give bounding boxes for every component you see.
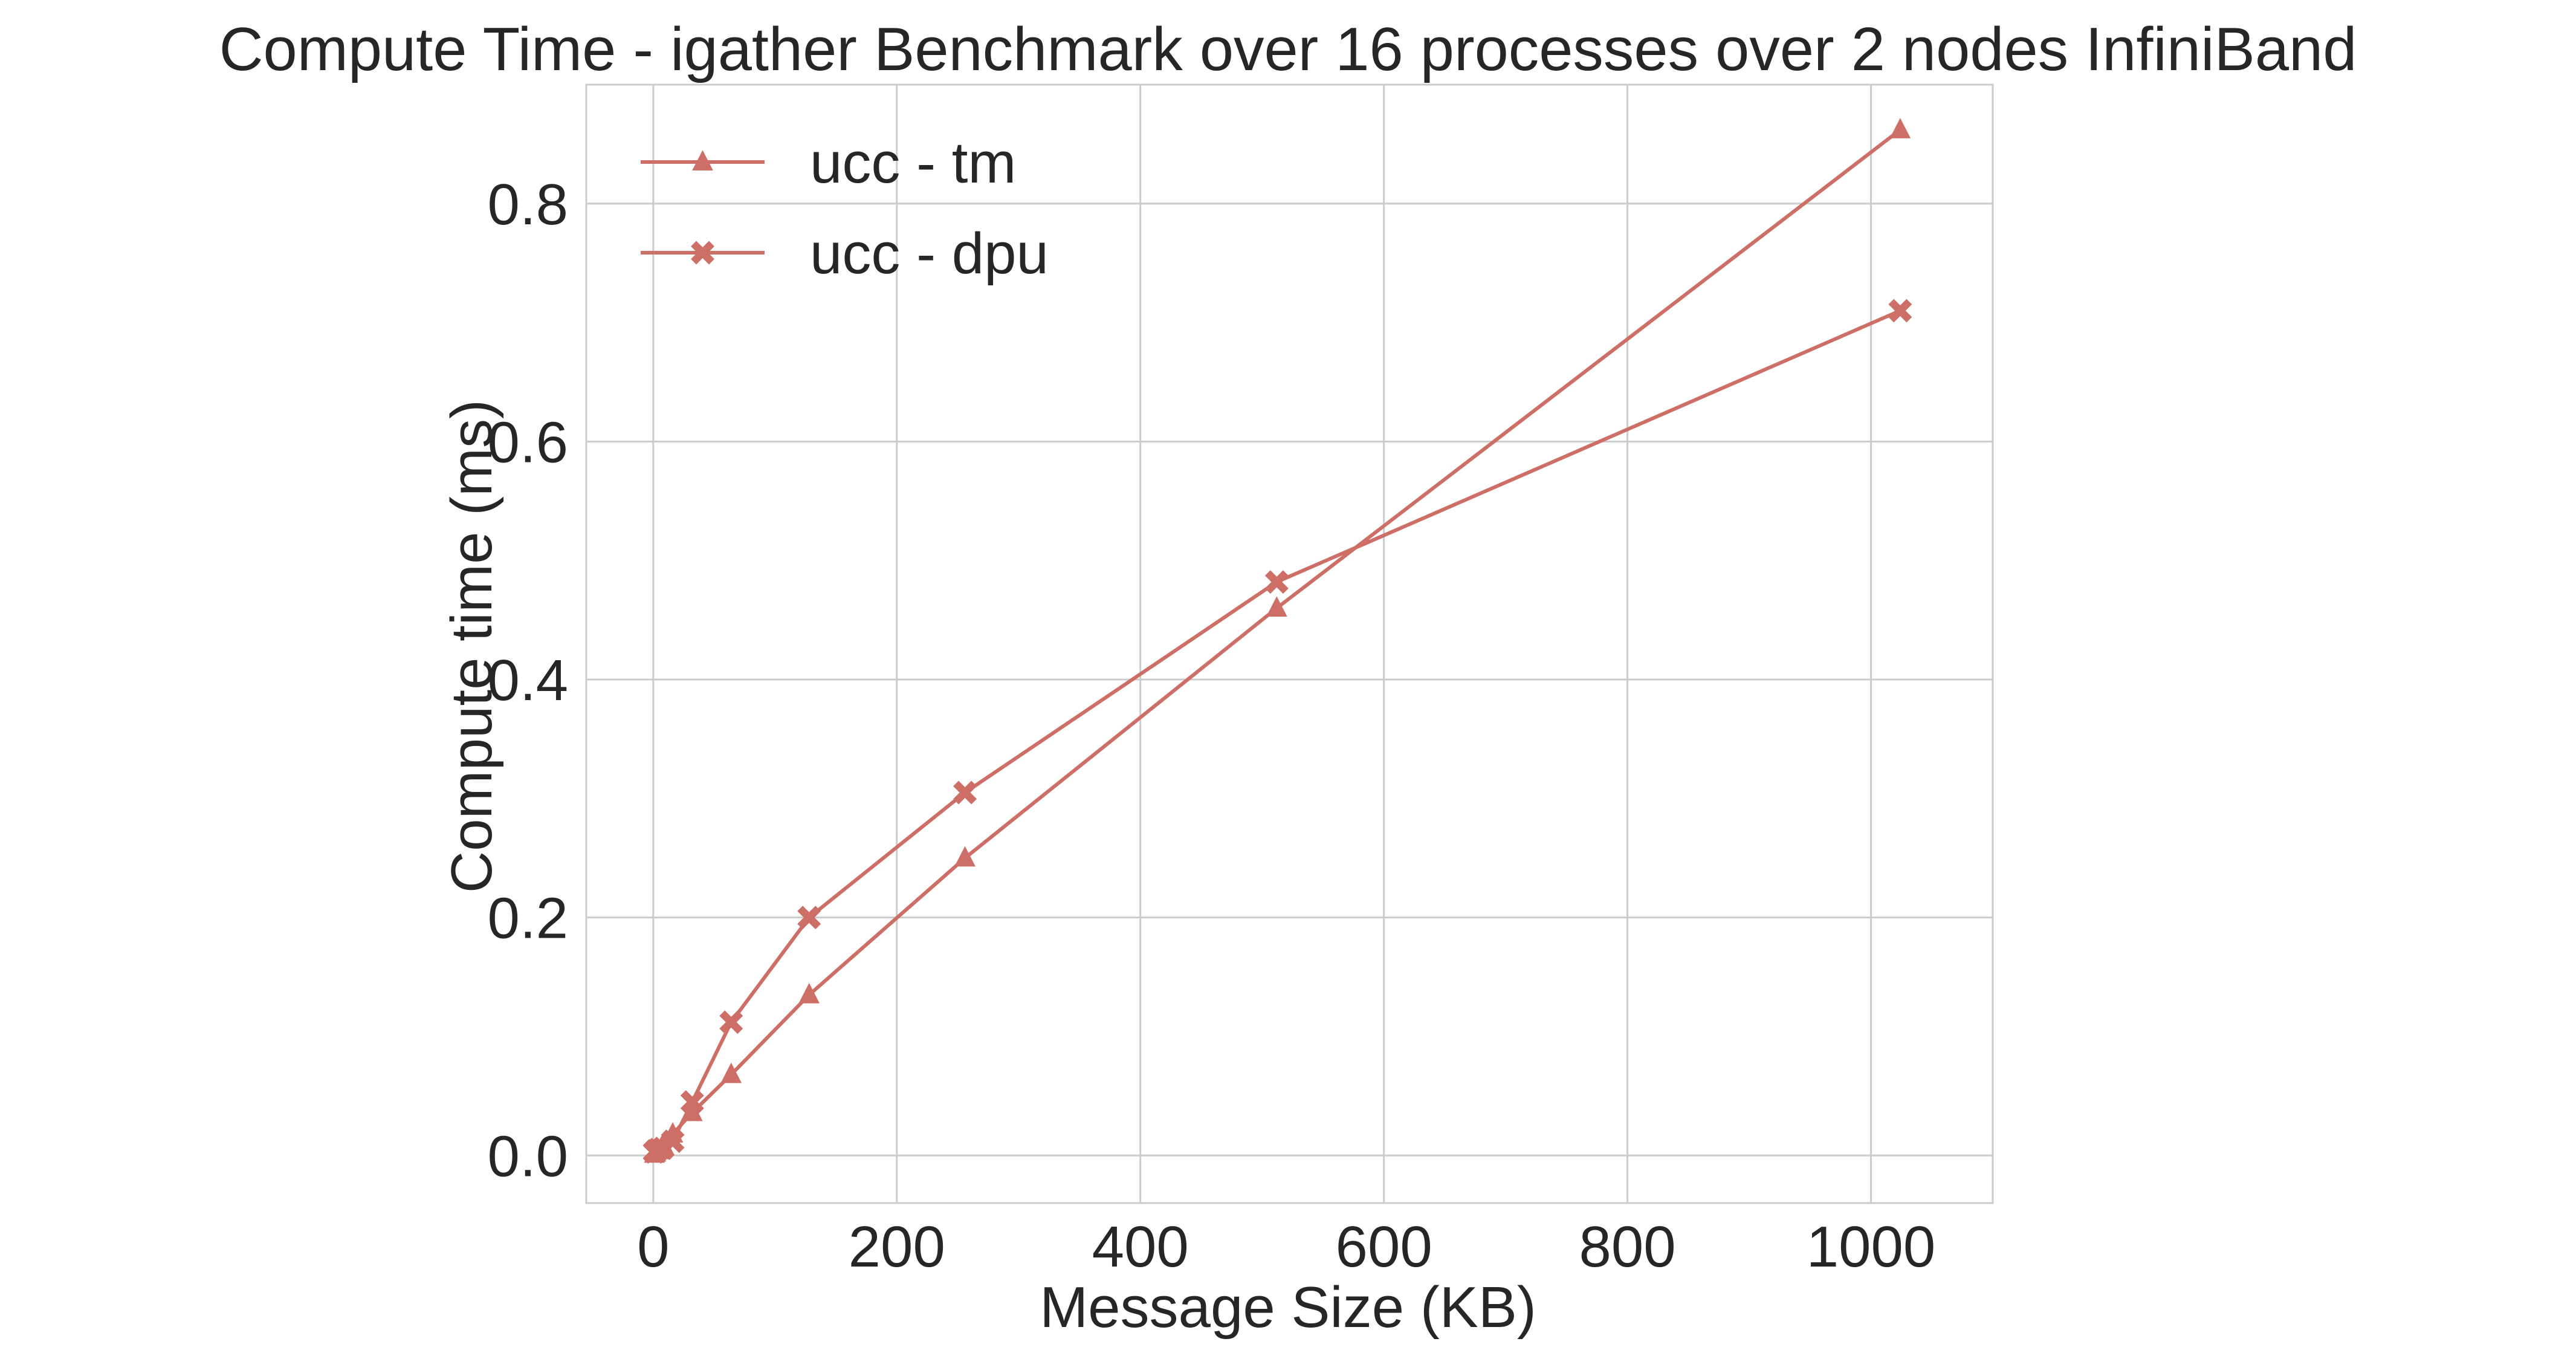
- legend-marker-ucc-dpu-stroke-b: [691, 241, 714, 265]
- data-point-ucc-dpu-stroke-b: [1888, 299, 1912, 323]
- x-tick-label: 800: [1579, 1215, 1675, 1279]
- series-line-ucc-dpu: [653, 309, 1901, 1153]
- legend-marker-ucc-dpu: [691, 241, 714, 265]
- data-point-ucc-dpu: [1264, 570, 1289, 594]
- data-point-ucc-tm: [798, 982, 820, 1004]
- series-ucc-dpu: [642, 299, 1912, 1164]
- y-tick-label: 0.8: [488, 172, 568, 237]
- data-point-ucc-dpu: [719, 1010, 743, 1034]
- x-tick-label: 1000: [1807, 1215, 1936, 1279]
- data-point-ucc-dpu-stroke-b: [797, 906, 821, 930]
- data-point-ucc-dpu: [661, 1129, 685, 1153]
- data-point-ucc-dpu: [1888, 299, 1912, 323]
- y-tick-label: 0.2: [488, 886, 568, 951]
- legend-label-ucc-dpu: ucc - dpu: [810, 221, 1049, 286]
- x-tick-label: 200: [849, 1215, 945, 1279]
- plot-frame: [585, 83, 1994, 1204]
- data-point-ucc-dpu-stroke-b: [719, 1010, 743, 1034]
- series-layer: [642, 118, 1912, 1164]
- legend-item-ucc-dpu: ucc - dpu: [641, 221, 1049, 286]
- data-point-ucc-dpu-stroke-b: [680, 1090, 704, 1114]
- legend-item-ucc-tm: ucc - tm: [641, 131, 1016, 195]
- legend: ucc - tm ucc - dpu: [641, 131, 1049, 286]
- x-axis-label: Message Size (KB): [1040, 1275, 1536, 1340]
- x-tick-label: 600: [1336, 1215, 1432, 1279]
- x-tick-label: 0: [637, 1215, 669, 1279]
- data-point-ucc-tm: [720, 1062, 742, 1083]
- data-point-ucc-tm: [1266, 596, 1287, 617]
- data-point-ucc-dpu-stroke-b: [953, 780, 977, 805]
- y-tick-label: 0.0: [488, 1124, 568, 1189]
- data-point-ucc-tm: [1889, 118, 1911, 138]
- y-tick-label: 0.6: [488, 410, 568, 475]
- data-point-ucc-dpu-stroke-b: [1264, 570, 1289, 594]
- legend-marker-ucc-tm: [692, 150, 713, 170]
- data-point-ucc-dpu: [797, 906, 821, 930]
- y-axis-label: Compute time (ms): [439, 400, 504, 893]
- grid-layer: [586, 85, 1993, 1203]
- data-point-ucc-dpu: [953, 780, 977, 805]
- x-tick-label: 400: [1092, 1215, 1189, 1279]
- chart-title: Compute Time - igather Benchmark over 16…: [219, 16, 2357, 83]
- y-tick-label: 0.4: [488, 648, 568, 713]
- data-point-ucc-dpu-stroke-b: [661, 1129, 685, 1153]
- data-point-ucc-dpu: [680, 1090, 704, 1114]
- legend-label-ucc-tm: ucc - tm: [810, 131, 1016, 195]
- tick-layer: 0 200 400 600 800 1000 0.0 0.2 0.4 0.6 0.8: [488, 172, 1936, 1279]
- data-point-ucc-tm: [954, 846, 976, 867]
